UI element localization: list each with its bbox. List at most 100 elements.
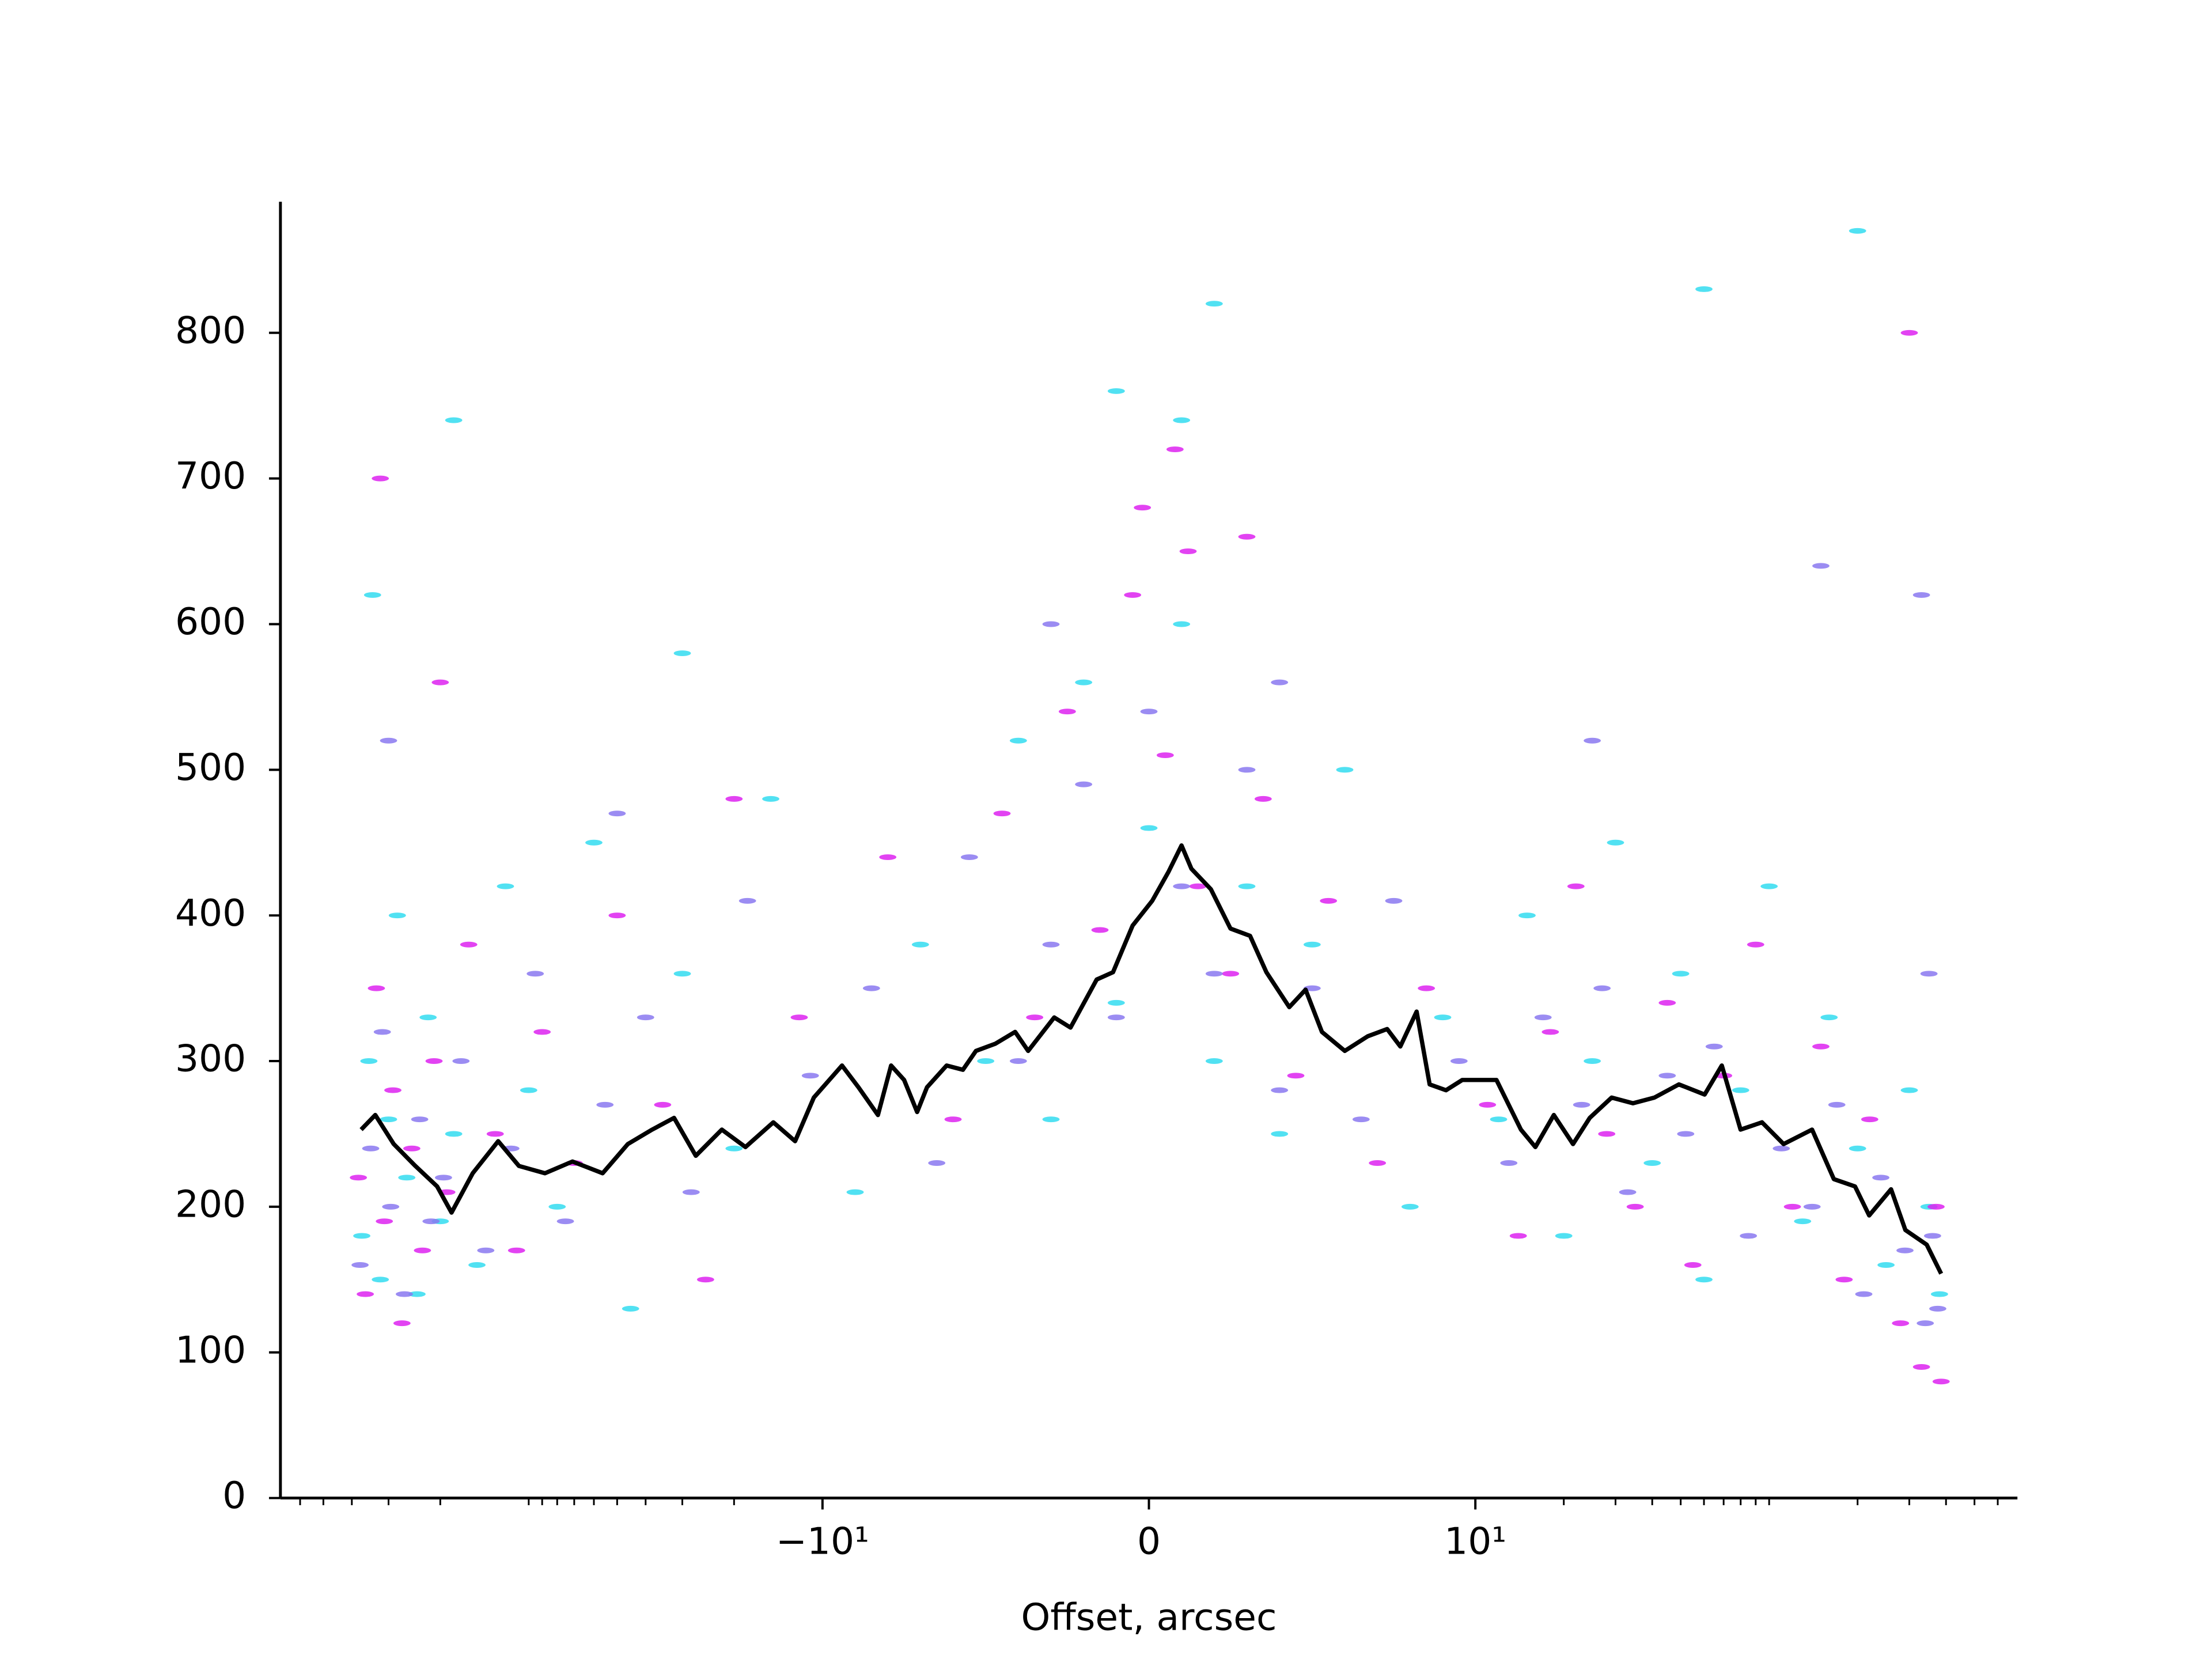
scatter-point [1238, 533, 1256, 540]
scatter-point [1812, 563, 1830, 569]
scatter-point [1490, 1116, 1508, 1123]
scatter-point [1892, 1320, 1910, 1327]
scatter-point [993, 810, 1011, 817]
scatter-point [1916, 1320, 1934, 1327]
scatter-point [879, 854, 897, 861]
scatter-point [1658, 999, 1676, 1006]
scatter-point [1924, 1233, 1941, 1239]
scatter-point [1500, 1160, 1518, 1166]
scatter-point [1042, 1116, 1060, 1123]
y-tick-label: 200 [175, 1183, 246, 1226]
scatter-point [1369, 1160, 1387, 1166]
scatter-point [422, 1218, 440, 1225]
x-tick-label: 10¹ [1444, 1520, 1506, 1563]
scatter-point [1705, 1043, 1723, 1050]
y-tick-label: 400 [175, 892, 246, 935]
scatter-point [1042, 941, 1060, 948]
scatter-point [1803, 1203, 1821, 1210]
scatter-point [376, 1218, 393, 1225]
scatter-point [1772, 1145, 1790, 1152]
y-tick-label: 0 [222, 1474, 246, 1517]
y-tick-label: 600 [175, 600, 246, 643]
scatter-point [1205, 1058, 1223, 1064]
x-tick-label: −10¹ [776, 1520, 869, 1563]
scatter-point [408, 1291, 426, 1297]
scatter-point [1222, 971, 1240, 977]
x-axis-label: Offset, arcsec [1021, 1596, 1277, 1639]
scatter-point [380, 737, 397, 744]
scatter-point [380, 1116, 397, 1123]
scatter-point [1861, 1116, 1878, 1123]
scatter-point [862, 985, 880, 991]
scatter-point [507, 1247, 525, 1253]
scatter-point [1677, 1131, 1695, 1137]
y-tick-label: 100 [175, 1328, 246, 1372]
scatter-point [1658, 1073, 1676, 1079]
scatter-point [1584, 737, 1601, 744]
scatter-point [384, 1087, 402, 1093]
scatter-point [1573, 1101, 1590, 1108]
scatter-point [403, 1145, 421, 1152]
scatter-point [360, 1058, 378, 1064]
x-tick-label: 0 [1137, 1520, 1161, 1563]
scatter-point [1091, 927, 1109, 933]
scatter-point [1567, 883, 1585, 889]
scatter-point [1619, 1189, 1637, 1195]
scatter-point [1626, 1203, 1644, 1210]
scatter-point [1828, 1101, 1846, 1108]
scatter-point [846, 1189, 864, 1195]
scatter-point [1287, 1073, 1305, 1079]
scatter-point [497, 883, 514, 889]
scatter-point [682, 1189, 700, 1195]
scatter-point [1927, 1203, 1945, 1210]
scatter-point [1509, 1233, 1527, 1239]
scatter-point [1783, 1203, 1801, 1210]
scatter-point [1479, 1101, 1497, 1108]
y-tick-label: 500 [175, 746, 246, 789]
scatter-point [1518, 912, 1536, 919]
scatter-point [637, 1014, 654, 1021]
scatter-point [477, 1247, 495, 1253]
scatter-point [398, 1175, 416, 1181]
scatter-point [411, 1116, 429, 1123]
scatter-point [362, 1145, 380, 1152]
scatter-point [1855, 1291, 1873, 1297]
scatter-point [445, 1131, 463, 1137]
scatter-point [725, 796, 743, 802]
scatter-point [928, 1160, 946, 1166]
scatter-point [1238, 883, 1256, 889]
scatter-point [1643, 1160, 1661, 1166]
scatter-point [1336, 767, 1354, 773]
scatter-point [1930, 1291, 1948, 1297]
scatter-point [1593, 985, 1611, 991]
scatter-point [1877, 1262, 1895, 1268]
scatter-point [1271, 1087, 1289, 1093]
scatter-point [1205, 971, 1223, 977]
scatter-point [486, 1131, 504, 1137]
scatter-point [1303, 941, 1321, 948]
scatter-point [1026, 1014, 1044, 1021]
scatter-point [468, 1262, 486, 1268]
scatter-point [1912, 592, 1930, 598]
scatter-point [414, 1247, 431, 1253]
scatter-point [585, 839, 603, 846]
scatter-point [393, 1320, 411, 1327]
scatter-point [372, 1277, 389, 1283]
scatter-point [419, 1014, 437, 1021]
scatter-point [373, 1029, 391, 1035]
scatter-point [1920, 971, 1938, 977]
scatter-point [435, 1175, 452, 1181]
scatter-point [1075, 679, 1093, 685]
scatter-point [1740, 1233, 1758, 1239]
scatter-point [1189, 883, 1207, 889]
profile-line [359, 843, 1944, 1275]
scatter-point [1534, 1014, 1552, 1021]
scatter-point [1009, 737, 1027, 744]
scatter-point [1058, 709, 1076, 715]
scatter-point [1107, 999, 1125, 1006]
scatter-point [596, 1101, 614, 1108]
scatter-point [977, 1058, 995, 1064]
scatter-point [1794, 1218, 1812, 1225]
scatter-point [425, 1058, 443, 1064]
scatter-point [790, 1014, 808, 1021]
